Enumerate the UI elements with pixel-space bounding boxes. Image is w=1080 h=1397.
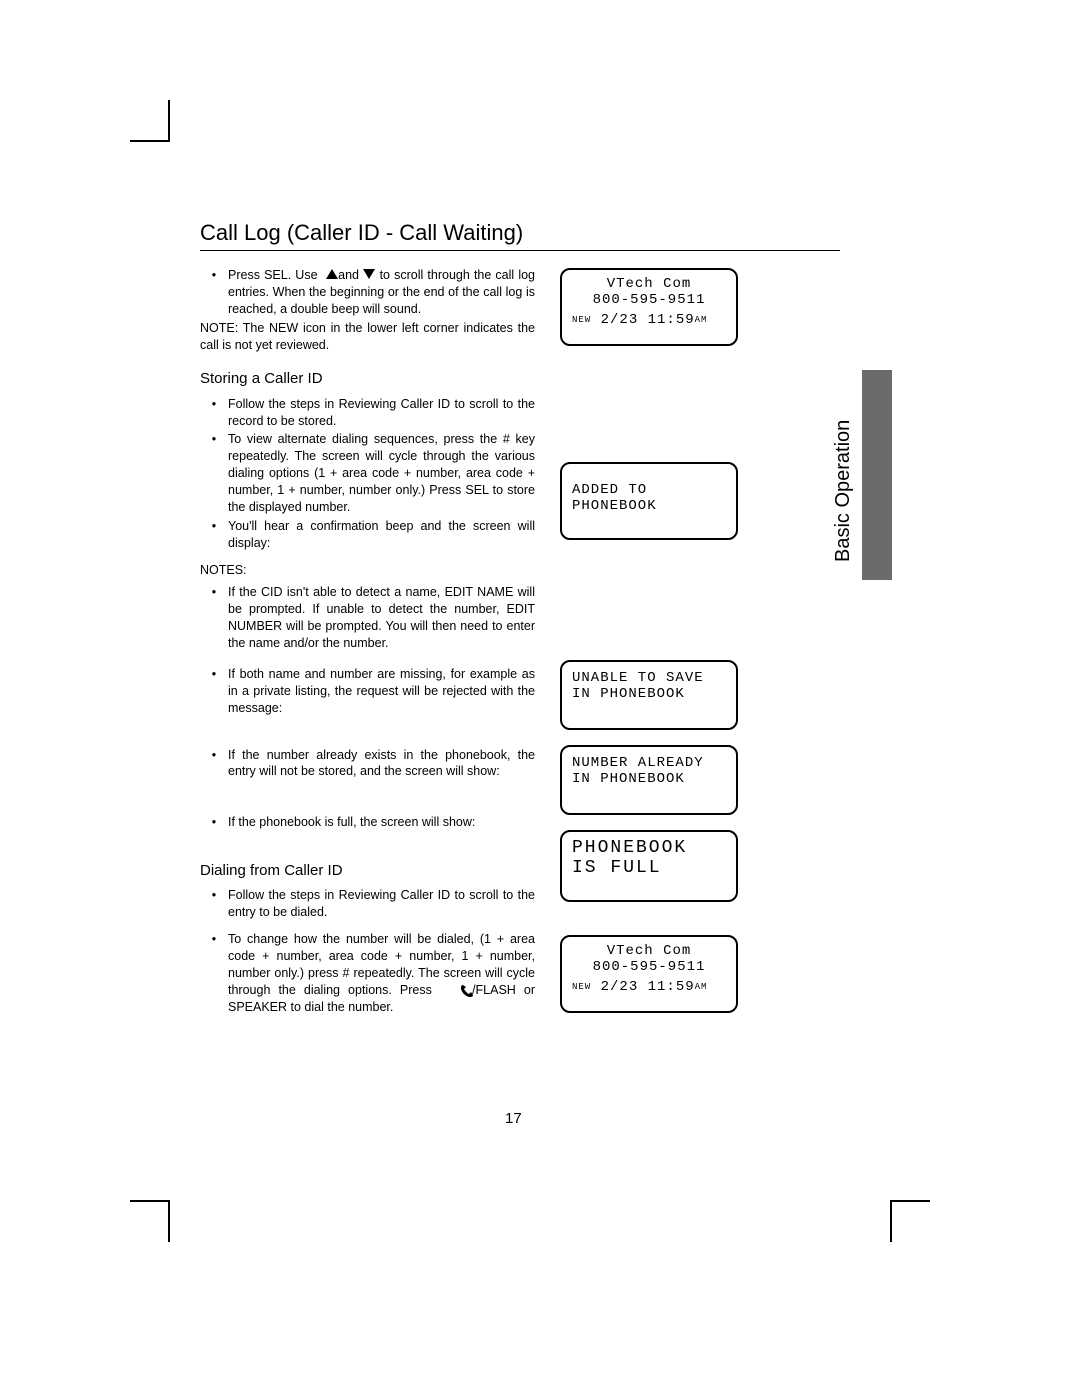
up-arrow-icon [326, 269, 338, 279]
list-item: • If the phonebook is full, the screen w… [200, 814, 535, 831]
lcd-number: 800-595-9511 [572, 292, 726, 308]
lcd-caller-entry: VTech Com 800-595-9511 NEW 2/23 11:59AM [560, 268, 738, 346]
lcd-added: ADDED TO PHONEBOOK [560, 462, 738, 540]
lcd-name-2: VTech Com [572, 943, 726, 959]
page-number: 17 [505, 1110, 522, 1127]
lcd-unable-l1: UNABLE TO SAVE [572, 670, 726, 686]
storing-bullet-2: You'll hear a confirmation beep and the … [228, 518, 535, 552]
bullet-icon: • [200, 431, 228, 515]
bullet-icon: • [200, 267, 228, 318]
notes-label: NOTES: [200, 562, 535, 579]
lcd-already-l2: IN PHONEBOOK [572, 771, 726, 787]
bullet-icon: • [200, 518, 228, 552]
bullet-icon: • [200, 666, 228, 717]
lcd-name: VTech Com [572, 276, 726, 292]
list-item: • To view alternate dialing sequences, p… [200, 431, 535, 515]
lcd-datetime-2: 2/23 11:59 [601, 979, 695, 995]
note-bullet-3: If the phonebook is full, the screen wil… [228, 814, 535, 831]
lcd-ampm-2: AM [695, 982, 708, 992]
lcd-unable-l2: IN PHONEBOOK [572, 686, 726, 702]
note-bullet-1: If both name and number are missing, for… [228, 666, 535, 717]
list-item: • If both name and number are missing, f… [200, 666, 535, 717]
lcd-full-l2: IS FULL [572, 858, 726, 878]
list-item: • To change how the number will be diale… [200, 931, 535, 1015]
list-item: • If the number already exists in the ph… [200, 747, 535, 781]
crop-mark [130, 140, 170, 142]
lcd-new-badge-2: NEW [572, 982, 591, 992]
lcd-caller-entry-2: VTech Com 800-595-9511 NEW 2/23 11:59AM [560, 935, 738, 1013]
crop-mark [168, 100, 170, 142]
dialing-bullet-0: Follow the steps in Reviewing Caller ID … [228, 887, 535, 921]
page-title: Call Log (Caller ID - Call Waiting) [200, 220, 840, 251]
lcd-status-line: NEW 2/23 11:59AM [572, 312, 726, 328]
list-item: • If the CID isn't able to detect a name… [200, 584, 535, 652]
section-tab-bg [862, 370, 892, 580]
lcd-number-2: 800-595-9511 [572, 959, 726, 975]
crop-mark [130, 1200, 170, 1202]
intro-bullet-text: Press SEL. Use and to scroll through the… [228, 267, 535, 318]
list-item: • Follow the steps in Reviewing Caller I… [200, 396, 535, 430]
lcd-new-badge: NEW [572, 315, 591, 325]
lcd-datetime: 2/23 11:59 [601, 312, 695, 328]
lcd-status-line-2: NEW 2/23 11:59AM [572, 979, 726, 995]
lcd-added-l2: PHONEBOOK [572, 498, 726, 514]
storing-heading: Storing a Caller ID [200, 369, 535, 389]
storing-bullet-0: Follow the steps in Reviewing Caller ID … [228, 396, 535, 430]
note-bullet-2: If the number already exists in the phon… [228, 747, 535, 781]
bullet-icon: • [200, 584, 228, 652]
bullet-icon: • [200, 931, 228, 1015]
section-tab-label: Basic Operation [832, 420, 855, 562]
dialing-bullet-1: To change how the number will be dialed,… [228, 931, 535, 1015]
note-bullet-0: If the CID isn't able to detect a name, … [228, 584, 535, 652]
list-item: • Follow the steps in Reviewing Caller I… [200, 887, 535, 921]
crop-mark [168, 1200, 170, 1242]
lcd-full: PHONEBOOK IS FULL [560, 830, 738, 902]
list-item: • Press SEL. Use and to scroll through t… [200, 267, 535, 318]
manual-page: Call Log (Caller ID - Call Waiting) • Pr… [200, 220, 840, 1018]
crop-mark [890, 1200, 930, 1202]
phone-icon [460, 984, 474, 998]
lcd-added-l1: ADDED TO [572, 482, 726, 498]
bullet-icon: • [200, 747, 228, 781]
down-arrow-icon [363, 269, 375, 279]
dialing-bullet-1-text: To change how the number will be dialed,… [228, 932, 535, 1014]
bullet-icon: • [200, 887, 228, 921]
bullet-icon: • [200, 396, 228, 430]
intro-text: Press SEL. Use and to scroll through the… [228, 268, 535, 316]
bullet-icon: • [200, 814, 228, 831]
list-item: • You'll hear a confirmation beep and th… [200, 518, 535, 552]
crop-mark [890, 1200, 892, 1242]
left-column: • Press SEL. Use and to scroll through t… [200, 267, 535, 1016]
lcd-ampm: AM [695, 315, 708, 325]
lcd-already-l1: NUMBER ALREADY [572, 755, 726, 771]
dialing-heading: Dialing from Caller ID [200, 861, 535, 881]
storing-bullet-1: To view alternate dialing sequences, pre… [228, 431, 535, 515]
note-new-text: NOTE: The NEW icon in the lower left cor… [200, 320, 535, 354]
lcd-full-l1: PHONEBOOK [572, 838, 726, 858]
lcd-unable: UNABLE TO SAVE IN PHONEBOOK [560, 660, 738, 730]
lcd-already: NUMBER ALREADY IN PHONEBOOK [560, 745, 738, 815]
